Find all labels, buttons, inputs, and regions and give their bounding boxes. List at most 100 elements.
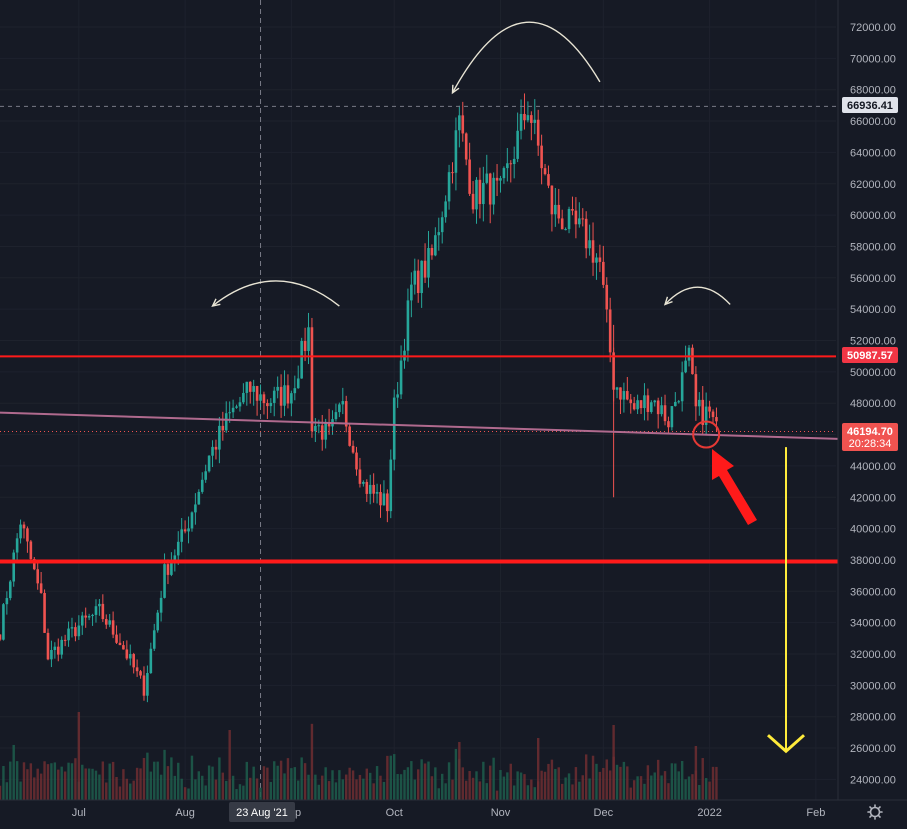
candle — [499, 175, 502, 193]
candle — [629, 393, 633, 414]
volume-bar — [345, 774, 348, 800]
candle — [111, 611, 115, 639]
time-axis[interactable]: JulAugSepOctNovDec2022Feb — [0, 799, 907, 829]
y-tick-label: 30000.00 — [850, 680, 896, 692]
candle-body — [420, 260, 423, 294]
x-tick-label: 2022 — [697, 807, 721, 819]
volume-bar — [502, 776, 506, 800]
candle — [560, 209, 564, 230]
y-tick-label: 26000.00 — [850, 743, 896, 755]
volume-bar — [485, 783, 488, 800]
settings-gear-icon[interactable] — [867, 804, 883, 820]
volume-bar — [156, 761, 159, 800]
volume-bar — [595, 763, 598, 800]
volume-bar — [98, 774, 101, 800]
candle-body — [502, 168, 506, 179]
volume-bar — [406, 767, 410, 800]
volume-bar — [125, 778, 129, 800]
candle — [235, 404, 238, 409]
candle-body — [320, 425, 324, 440]
candle — [632, 396, 636, 411]
price-axis[interactable]: 24000.00 26000.00 28000.00 30000.00 32000.00… — [837, 0, 907, 829]
volume-bar — [578, 781, 581, 800]
candle — [362, 480, 365, 487]
candle — [115, 625, 118, 644]
candle — [108, 614, 111, 628]
candle — [74, 622, 77, 642]
volume-bar — [19, 781, 22, 800]
candle — [183, 520, 187, 534]
volume-bar — [283, 773, 286, 800]
volume-bar — [5, 782, 9, 800]
volume-bar — [303, 763, 307, 800]
candle-body — [324, 422, 327, 440]
volume-bar — [341, 779, 344, 800]
candle — [413, 258, 417, 295]
volume-bar — [46, 764, 50, 800]
candle — [488, 172, 492, 224]
candle — [101, 594, 105, 622]
volume-bar — [259, 787, 262, 800]
candle — [344, 395, 348, 433]
volume-bar — [523, 774, 526, 800]
candle-body — [159, 597, 163, 613]
candle — [536, 109, 540, 156]
candle-body — [296, 378, 300, 389]
volume-bar — [584, 754, 588, 800]
candle — [200, 472, 204, 494]
candle-body — [444, 201, 447, 218]
candle — [197, 489, 201, 505]
candle-body — [591, 240, 595, 263]
volume-bar — [571, 784, 574, 800]
candle-body — [214, 446, 218, 450]
pattern-annotations[interactable] — [211, 21, 805, 754]
volume-bar — [70, 763, 74, 800]
candle-body — [399, 360, 403, 395]
tag-current-price: 46194.70 — [847, 426, 893, 438]
candle-body — [84, 615, 87, 618]
price-lines[interactable] — [0, 105, 907, 564]
candle — [461, 101, 465, 142]
volume-bar — [653, 772, 656, 800]
candle-body — [245, 381, 249, 393]
candle — [276, 376, 279, 399]
candle — [245, 381, 249, 406]
tag-high-price: 66936.41 — [847, 100, 893, 112]
candle — [550, 185, 554, 232]
tag-current-bg — [842, 423, 898, 451]
volume-bar — [63, 771, 67, 800]
candle — [584, 211, 588, 259]
volume-bar — [591, 755, 595, 800]
candlesticks[interactable] — [0, 93, 718, 703]
candle-body — [317, 425, 321, 427]
volume-bar — [348, 767, 351, 800]
volume-bar — [615, 764, 619, 800]
candle-body — [413, 270, 417, 285]
candle-body — [512, 158, 516, 165]
candle — [708, 400, 711, 419]
candle — [619, 387, 622, 415]
candle-body — [523, 113, 526, 121]
tag-resistance-bg — [842, 347, 898, 363]
candle-body — [200, 479, 204, 492]
candle-body — [176, 541, 180, 556]
volume-bar — [574, 767, 578, 800]
candle-body — [279, 386, 283, 406]
volume-bar — [430, 776, 434, 800]
candle — [379, 484, 382, 518]
volume-bar — [530, 779, 533, 800]
volume-bar — [84, 768, 87, 800]
candle-body — [248, 381, 252, 392]
arc-right-shoulder — [664, 286, 731, 305]
candle — [5, 591, 9, 615]
candle-body — [2, 604, 5, 640]
gear-ring — [869, 806, 881, 818]
volume-bar — [550, 759, 554, 800]
candle — [125, 640, 129, 661]
candle-body — [687, 347, 691, 361]
volume-bar — [512, 785, 516, 800]
axis-price-tags: 66936.41 50987.57 46194.70 20:28:34 23 A… — [229, 97, 898, 822]
candle-body — [365, 481, 369, 494]
candle-body — [499, 178, 502, 181]
